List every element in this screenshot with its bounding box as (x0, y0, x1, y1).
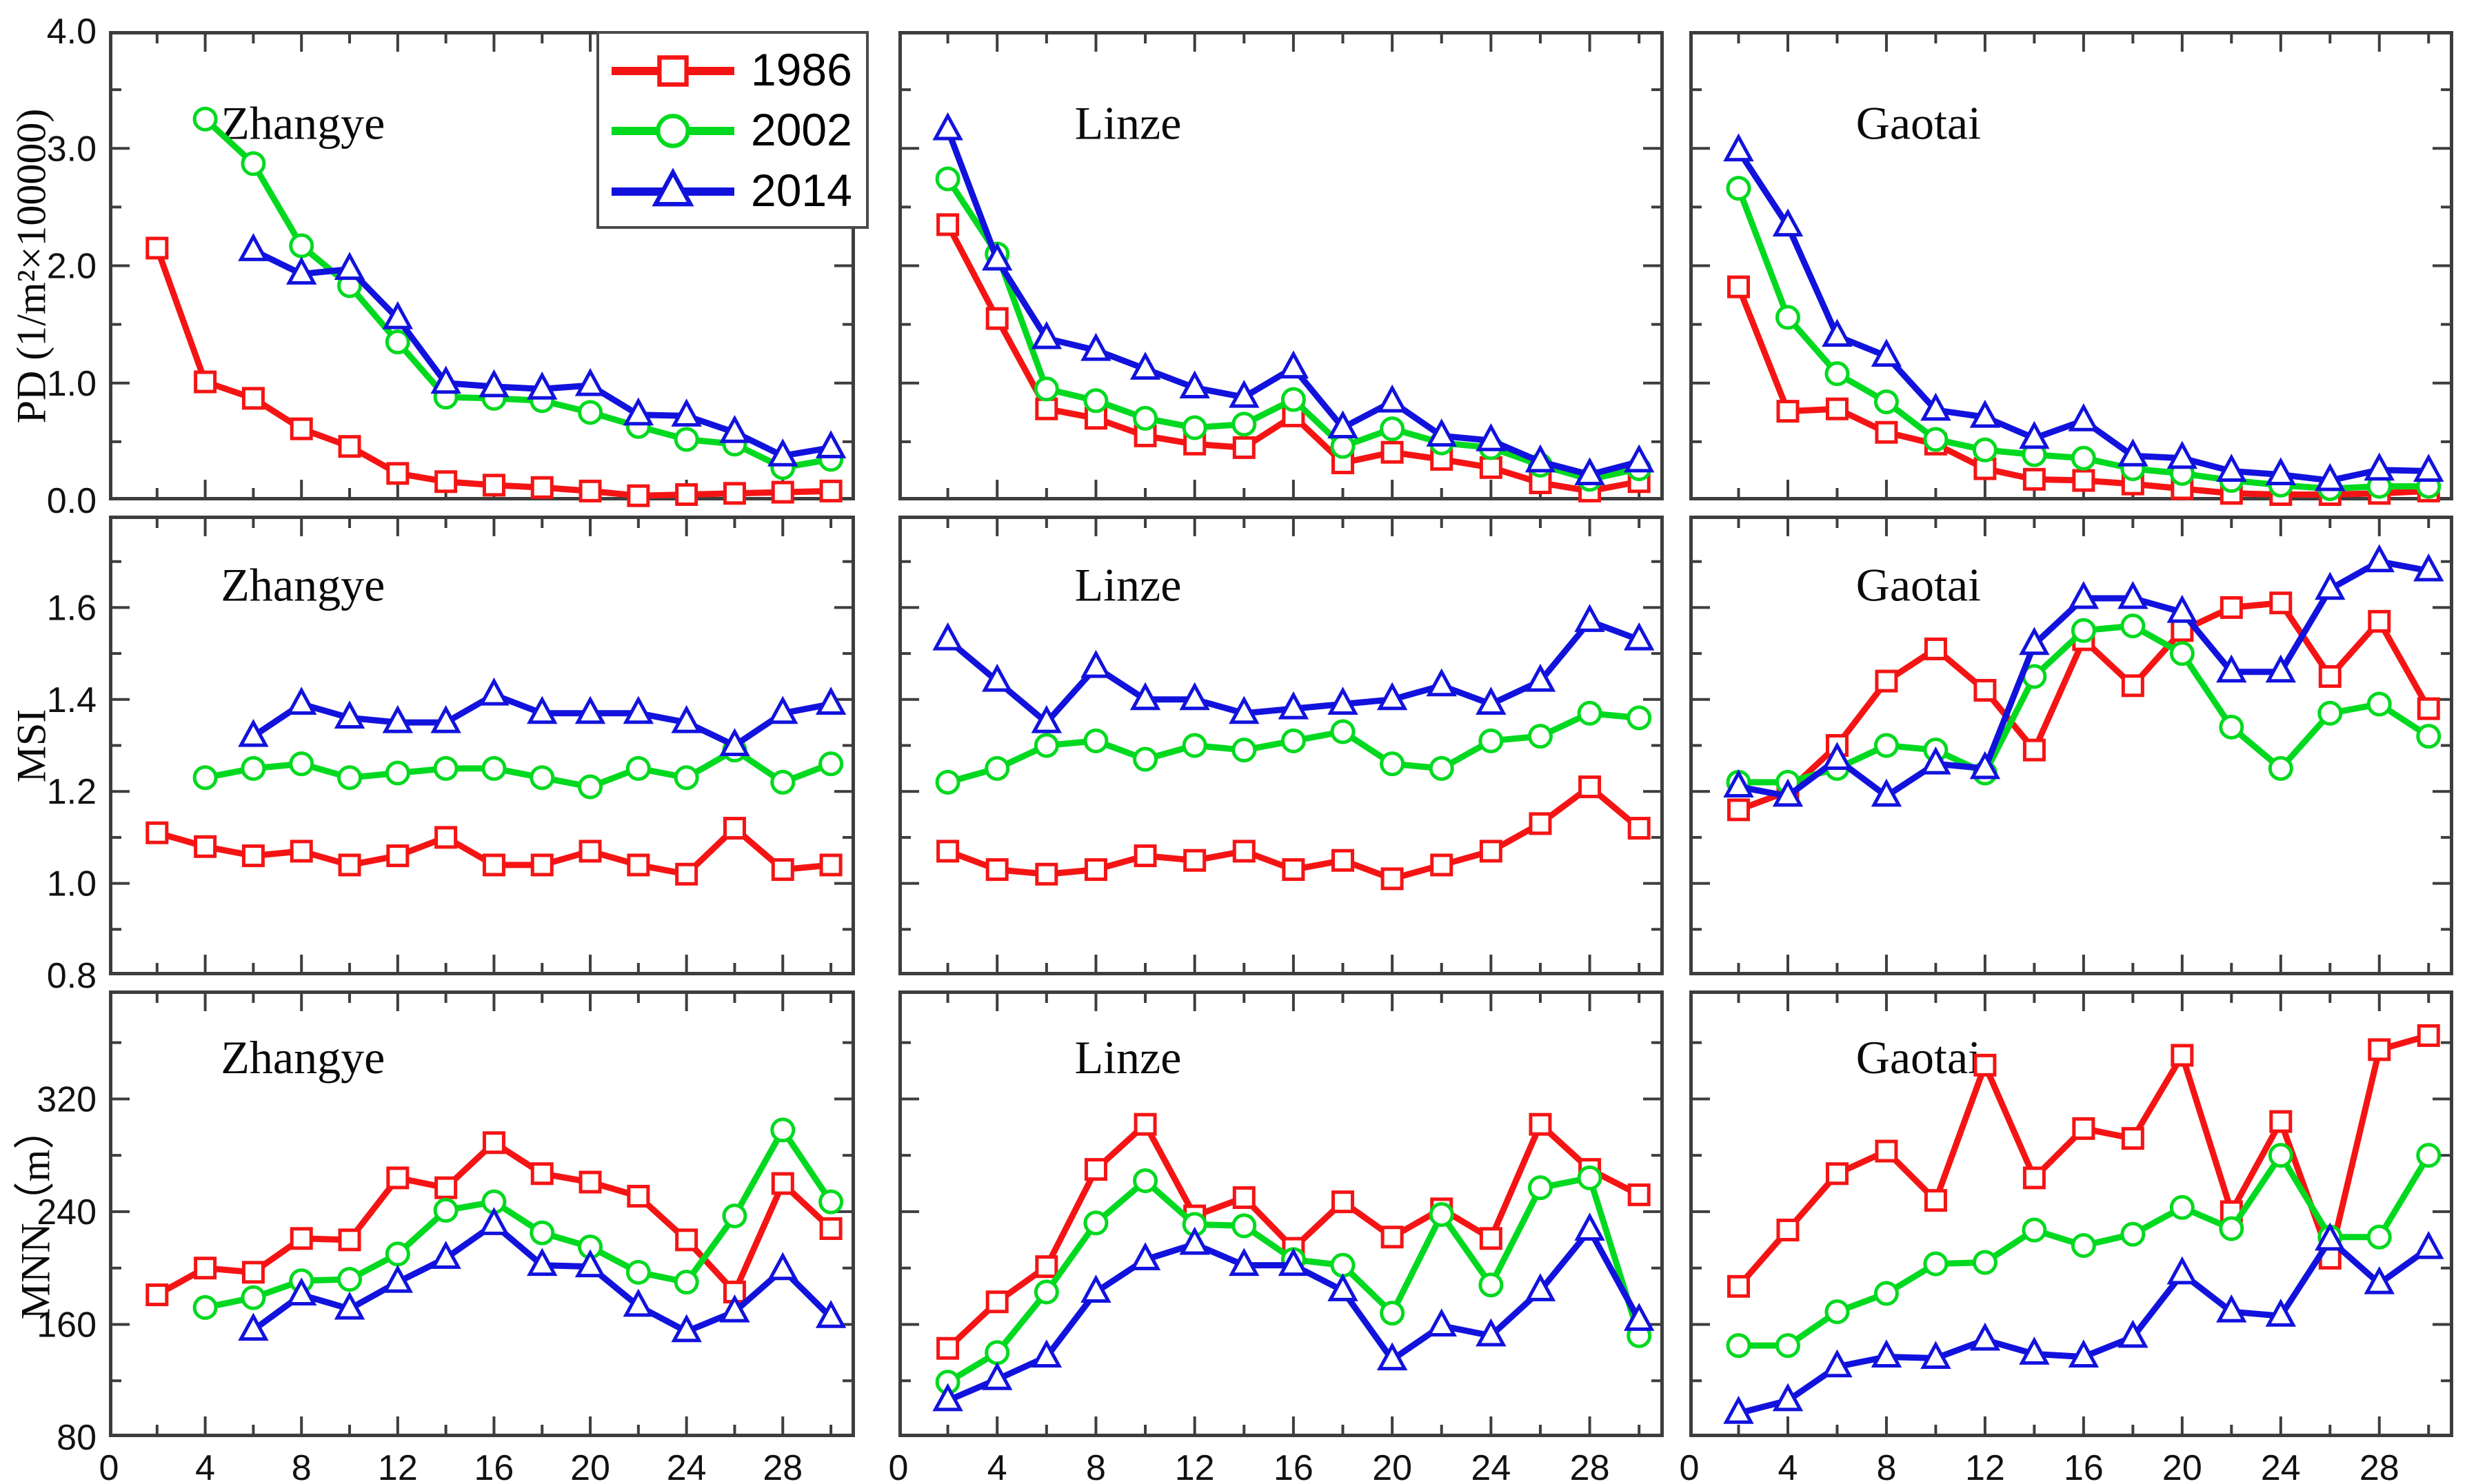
x-tick-label: 28 (2359, 1448, 2399, 1484)
y-tick-label: 1.0 (47, 864, 97, 904)
y-tick-label: 3.0 (47, 129, 97, 169)
series-1986-linze (936, 775, 1651, 891)
x-tick-label: 24 (2261, 1448, 2301, 1484)
y-tick-label: 1.2 (47, 772, 97, 812)
x-tick-label: 8 (1876, 1448, 1896, 1484)
series-2002-zhangye (192, 106, 844, 480)
y-axis-title-msi: MSI (8, 709, 54, 783)
series-1986-zhangye (145, 817, 843, 886)
series-2002-gaotai (1726, 613, 2442, 795)
panel-mnn-zhangye: 80 160 240 320 0 4 8 12 16 20 24 28 Zhangye (37, 990, 855, 1484)
y-tick-label: 2.0 (47, 247, 97, 287)
series-1986-zhangye (145, 1131, 843, 1307)
legend-triangle-marker-icon (612, 167, 734, 207)
y-axis-title-pd: PD (1/m²×100000) (8, 108, 54, 424)
y-tick-label: 1.0 (47, 364, 97, 404)
series-2014-zhangye (238, 233, 847, 467)
legend-label-2014: 2014 (751, 165, 852, 216)
panel-mnn-gaotai: 0 4 8 12 16 20 24 28 Gaotai (1680, 990, 2453, 1484)
y-axis-title-mnn: MNN（m） (12, 1108, 59, 1320)
plot-frame (1689, 516, 2453, 975)
panel-title: Linze (1075, 558, 1182, 611)
x-tick-label: 12 (1175, 1448, 1215, 1484)
series-2014-linze (932, 604, 1655, 733)
legend-circle-marker-icon (612, 114, 734, 149)
panel-title: Gaotai (1856, 1031, 1981, 1084)
x-tick-label: 24 (1471, 1448, 1511, 1484)
panel-msi-zhangye: 0.8 1.0 1.2 1.4 1.6 Zhangye (47, 516, 855, 996)
series-1986-linze (936, 1112, 1651, 1360)
y-tick-label: 0.0 (47, 481, 97, 521)
panel-title: Linze (1075, 97, 1182, 150)
x-tick-label: 0 (1680, 1448, 1700, 1484)
panel-title: Zhangye (221, 1031, 385, 1084)
x-tick-label: 0 (889, 1448, 909, 1484)
x-tick-label: 0 (99, 1448, 119, 1484)
legend-item-1986: 1986 (607, 45, 858, 94)
series-2014-linze (932, 112, 1655, 486)
panel-pd-zhangye: 0.0 1.0 2.0 3.0 4.0 Zhangye (47, 12, 855, 521)
plot-frame (898, 31, 1664, 500)
legend-label-1986: 1986 (751, 43, 852, 95)
y-tick-label: 80 (57, 1418, 97, 1458)
series-2002-linze (935, 700, 1652, 795)
panel-title: Gaotai (1856, 558, 1981, 611)
x-tick-label: 12 (378, 1448, 418, 1484)
legend-square-marker-icon (612, 55, 734, 87)
legend-item-2014: 2014 (607, 165, 858, 215)
series-2014-zhangye (238, 677, 847, 756)
plot-frame (898, 990, 1664, 1437)
legend-label-2002: 2002 (751, 104, 852, 156)
x-tick-label: 24 (667, 1448, 707, 1484)
plot-frame (1689, 990, 2453, 1437)
x-tick-label: 4 (1778, 1448, 1798, 1484)
x-tick-label: 28 (763, 1448, 803, 1484)
series-2002-gaotai (1726, 1143, 2442, 1359)
panel-msi-linze: Linze (898, 516, 1664, 975)
x-tick-label: 12 (1965, 1448, 2005, 1484)
panel-title: Linze (1075, 1031, 1182, 1084)
x-tick-label: 20 (2162, 1448, 2202, 1484)
panel-mnn-linze: 0 4 8 12 16 20 24 28 Linze (889, 990, 1664, 1484)
x-tick-label: 20 (1372, 1448, 1412, 1484)
y-tick-label: 4.0 (47, 12, 97, 52)
y-tick-label: 160 (37, 1305, 97, 1345)
series-2014-zhangye (238, 1207, 847, 1343)
plot-frame (898, 516, 1664, 975)
x-tick-label: 16 (2064, 1448, 2104, 1484)
legend-item-2002: 2002 (607, 105, 858, 154)
x-tick-label: 8 (292, 1448, 312, 1484)
x-tick-label: 4 (195, 1448, 215, 1484)
y-tick-label: 0.8 (47, 956, 97, 996)
panel-pd-linze: Linze (898, 31, 1664, 502)
series-2014-gaotai (1723, 133, 2444, 491)
x-tick-label: 4 (987, 1448, 1007, 1484)
series-2014-linze (932, 1212, 1655, 1412)
y-tick-label: 320 (37, 1079, 97, 1119)
panel-title: Zhangye (221, 97, 385, 150)
panel-pd-gaotai: Gaotai (1689, 31, 2453, 506)
y-tick-label: 1.4 (47, 680, 97, 720)
x-tick-label: 8 (1086, 1448, 1106, 1484)
series-2014-gaotai (1723, 1222, 2444, 1424)
x-tick-label: 16 (1274, 1448, 1314, 1484)
y-tick-label: 1.6 (47, 588, 97, 628)
plot-frame (109, 990, 855, 1437)
x-tick-label: 20 (570, 1448, 610, 1484)
series-1986-zhangye (145, 236, 843, 507)
plot-frame (109, 31, 855, 500)
y-tick-label: 240 (37, 1192, 97, 1232)
x-tick-label: 28 (1570, 1448, 1610, 1484)
plot-frame (1689, 31, 2453, 500)
panel-title: Gaotai (1856, 97, 1981, 150)
plot-frame (109, 516, 855, 975)
legend: 1986 2002 2014 (596, 31, 869, 229)
panel-msi-gaotai: Gaotai (1689, 516, 2453, 975)
x-tick-label: 16 (474, 1448, 514, 1484)
panel-title: Zhangye (221, 558, 385, 611)
series-2014-gaotai (1723, 544, 2444, 807)
